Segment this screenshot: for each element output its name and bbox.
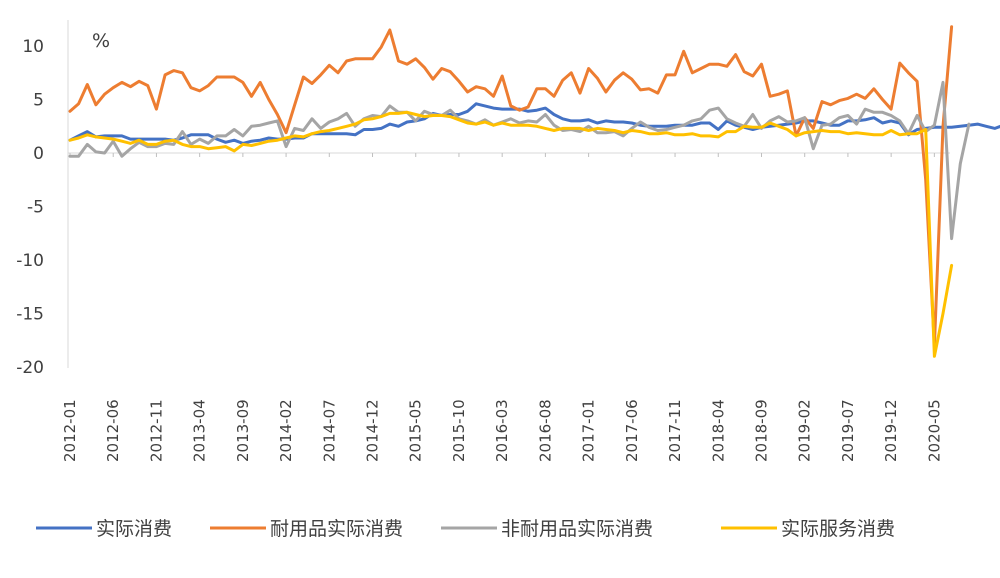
x-tick-label: 2012-11 xyxy=(147,399,165,462)
y-tick-label: 0 xyxy=(33,144,44,164)
y-tick-label: 5 xyxy=(33,91,44,111)
legend-label: 实际服务消费 xyxy=(781,518,895,540)
x-tick-label: 2015-05 xyxy=(407,399,425,462)
x-tick-label: 2013-09 xyxy=(234,399,252,462)
series-layer xyxy=(68,25,1000,358)
legend-label: 实际消费 xyxy=(96,518,172,540)
x-tick-label: 2012-01 xyxy=(61,399,79,462)
x-tick-label: 2016-08 xyxy=(536,399,554,462)
y-tick-label: -20 xyxy=(16,358,44,378)
x-tick-label: 2017-06 xyxy=(623,399,641,462)
series-line xyxy=(68,102,1000,145)
x-tick-label: 2019-02 xyxy=(796,399,814,462)
y-tick-label: -10 xyxy=(16,251,44,271)
y-tick-label: -15 xyxy=(16,305,44,325)
x-tick-label: 2014-07 xyxy=(320,399,338,462)
series-line xyxy=(68,110,954,358)
legend-label: 非耐用品实际消费 xyxy=(501,518,653,540)
x-tick-label: 2017-01 xyxy=(580,399,598,462)
x-tick-label: 2018-04 xyxy=(709,399,727,462)
x-tick-label: 2015-10 xyxy=(450,399,468,462)
x-tick-label: 2016-03 xyxy=(493,399,511,462)
x-tick-label: 2019-12 xyxy=(882,399,900,462)
x-tick-label: 2020-05 xyxy=(925,399,943,462)
series-line xyxy=(68,25,954,348)
axis-layer: 10 5 0 -5 -10 -15 -20 2012-01 2012-06 2012-11 2013… xyxy=(16,20,950,462)
legend: 实际消费 耐用品实际消费 非耐用品实际消费 实际服务消费 xyxy=(36,518,895,540)
x-tick-label: 2013-04 xyxy=(191,399,209,462)
series-line xyxy=(68,80,971,241)
y-tick-label: -5 xyxy=(27,198,44,218)
x-tick-label: 2019-07 xyxy=(839,399,857,462)
unit-label: % xyxy=(92,30,110,52)
x-tick-label: 2014-12 xyxy=(364,399,382,462)
x-tick-label: 2014-02 xyxy=(277,399,295,462)
x-tick-label: 2018-09 xyxy=(752,399,770,462)
y-tick-label: 10 xyxy=(22,37,44,57)
legend-label: 耐用品实际消费 xyxy=(270,518,403,540)
x-tick-label: 2012-06 xyxy=(104,399,122,462)
x-tick-label: 2017-11 xyxy=(666,399,684,462)
